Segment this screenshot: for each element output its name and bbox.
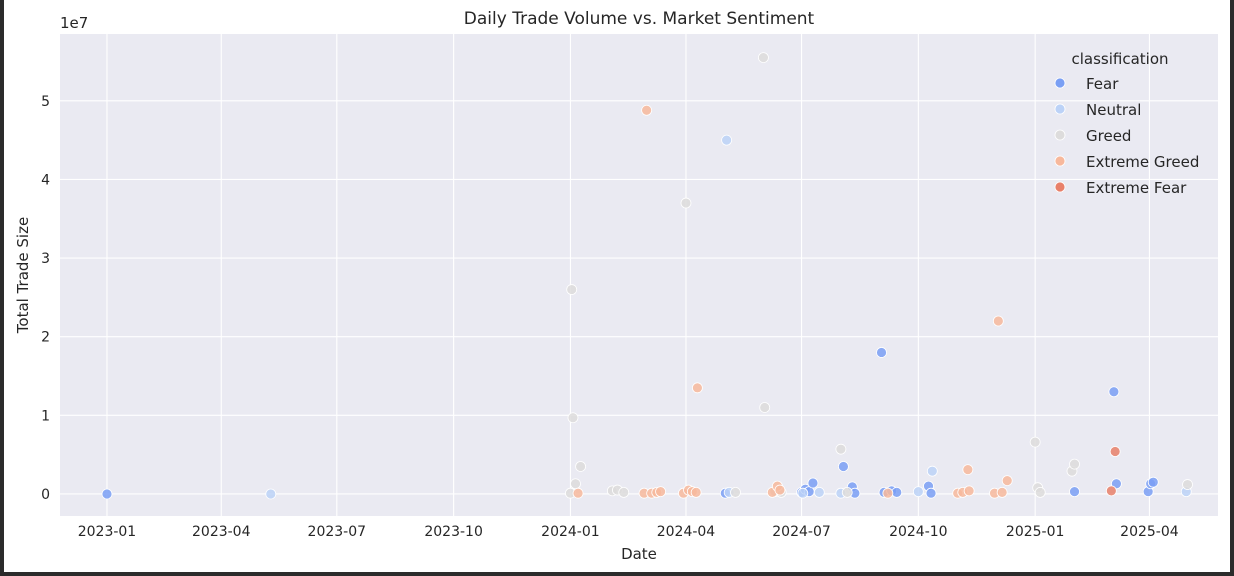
point-greed [618, 487, 630, 498]
y-tick-label: 3 [41, 251, 50, 267]
legend-marker [1054, 77, 1066, 89]
point-extreme-greed [655, 486, 666, 498]
point-extreme-greed [692, 382, 703, 394]
point-extreme-fear [1105, 485, 1117, 497]
point-neutral [926, 465, 938, 477]
x-tick-labels: 2023-01 2023-04 2023-07 2023-10 2024-01 2024-… [78, 524, 1179, 540]
point-neutral [912, 486, 924, 498]
point-greed [758, 52, 769, 63]
point-fear [891, 487, 903, 498]
point-extreme-greed [963, 485, 975, 497]
point-greed [1029, 436, 1041, 448]
x-tick-label: 2023-01 [78, 524, 137, 540]
y-tick-label: 4 [41, 172, 50, 188]
y-offset-label: 1e7 [60, 14, 88, 32]
point-fear [1069, 486, 1080, 498]
grid-lines [60, 34, 1218, 516]
point-greed [566, 284, 578, 295]
point-fear [807, 477, 819, 489]
scatter-chart: 2023-01 2023-04 2023-07 2023-10 2024-01 2024-… [14, 9, 1218, 563]
point-greed [835, 443, 847, 455]
y-tick-label: 0 [41, 487, 50, 503]
legend-entry: Greed [1086, 127, 1131, 145]
point-greed [1034, 487, 1046, 498]
point-extreme-greed [962, 464, 974, 476]
point-neutral [813, 487, 825, 498]
point-fear [1147, 476, 1159, 488]
point-neutral [797, 487, 809, 499]
point-greed [1182, 479, 1193, 490]
point-neutral [265, 488, 277, 500]
point-fear [925, 487, 937, 499]
x-tick-label: 2024-01 [541, 524, 600, 540]
point-greed [759, 402, 771, 413]
point-greed [680, 197, 692, 209]
point-extreme-greed [572, 487, 584, 499]
legend-entry: Extreme Fear [1086, 179, 1187, 197]
legend-marker [1054, 155, 1066, 167]
point-fear [876, 347, 887, 358]
legend-title: classification [1071, 50, 1168, 68]
x-tick-label: 2025-01 [1006, 524, 1065, 540]
point-extreme-greed [774, 484, 786, 496]
data-points [101, 52, 1193, 500]
legend-marker [1054, 181, 1066, 193]
y-axis-label: Total Trade Size [14, 217, 32, 334]
x-tick-label: 2023-10 [424, 524, 483, 540]
point-extreme-greed [992, 315, 1004, 327]
point-greed [730, 487, 741, 498]
legend-entry: Extreme Greed [1086, 153, 1199, 171]
point-fear [838, 461, 849, 472]
legend-entry: Fear [1086, 75, 1119, 93]
point-greed [567, 412, 579, 424]
x-tick-label: 2024-04 [657, 524, 716, 540]
plot-area [60, 34, 1218, 516]
x-tick-label: 2023-07 [308, 524, 367, 540]
legend-marker [1054, 129, 1066, 141]
point-greed [575, 461, 586, 472]
x-tick-label: 2024-10 [889, 524, 948, 540]
point-extreme-greed [690, 487, 702, 498]
y-tick-labels: 0 1 2 3 4 5 [41, 94, 50, 503]
x-tick-label: 2024-07 [772, 524, 831, 540]
x-tick-label: 2023-04 [192, 524, 251, 540]
figure: 2023-01 2023-04 2023-07 2023-10 2024-01 2024-… [4, 0, 1230, 572]
x-axis-label: Date [621, 545, 657, 563]
y-tick-label: 5 [41, 94, 50, 110]
x-tick-label: 2025-04 [1120, 524, 1179, 540]
point-fear [1108, 386, 1120, 398]
point-greed [570, 478, 581, 490]
y-tick-label: 2 [41, 330, 50, 346]
point-extreme-greed [882, 487, 894, 499]
y-tick-label: 1 [41, 408, 50, 424]
chart-title: Daily Trade Volume vs. Market Sentiment [464, 9, 815, 29]
point-fear [101, 488, 113, 500]
point-greed [841, 487, 853, 498]
point-extreme-greed [1001, 475, 1013, 487]
point-extreme-fear [1109, 446, 1121, 457]
legend: classification Fear Neutral Greed Extreme G… [1054, 50, 1199, 197]
legend-entry: Neutral [1086, 101, 1141, 119]
legend-marker [1054, 103, 1066, 115]
point-greed [1069, 458, 1080, 470]
point-extreme-greed [641, 104, 653, 116]
point-neutral [721, 134, 733, 146]
point-extreme-greed [996, 487, 1008, 498]
